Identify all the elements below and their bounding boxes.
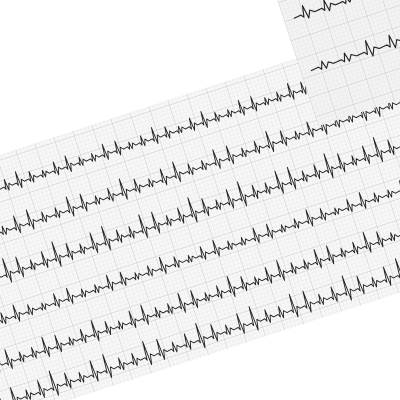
sheet-grid bbox=[272, 0, 400, 127]
ecg-trace bbox=[0, 227, 400, 400]
ecg-trace bbox=[0, 187, 400, 397]
traces bbox=[293, 0, 400, 72]
sheet-grid bbox=[0, 7, 400, 400]
corner-sheet bbox=[272, 0, 400, 127]
ecg-trace bbox=[310, 10, 400, 72]
ecg-trace bbox=[0, 108, 400, 315]
ecg-trace bbox=[293, 0, 400, 19]
